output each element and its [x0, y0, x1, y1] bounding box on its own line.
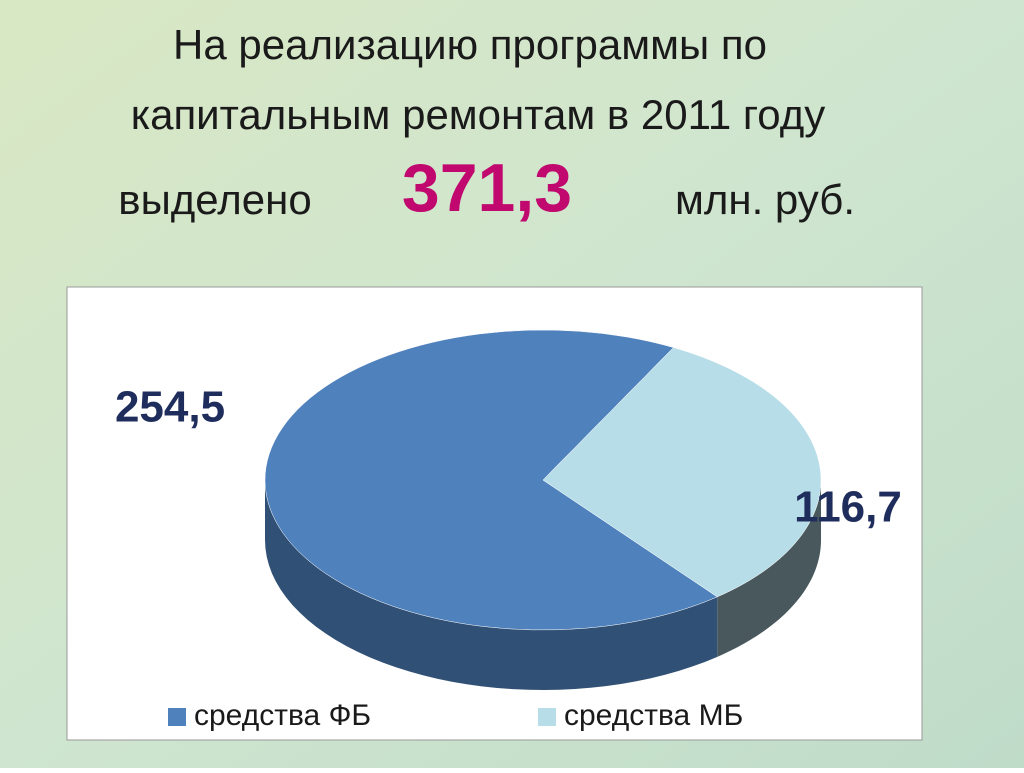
- slice-side: [265, 480, 718, 690]
- title-line: выделено: [118, 176, 311, 223]
- title-line: На реализацию программы по: [173, 21, 767, 68]
- legend-label: средства МБ: [564, 699, 743, 732]
- title-line: капитальным ремонтам в 2011 году: [131, 91, 825, 138]
- legend-swatch: [168, 708, 186, 726]
- data-label: 254,5: [115, 383, 225, 432]
- slice: [542, 347, 822, 598]
- legend-swatch: [538, 708, 556, 726]
- total-value: 371,3: [402, 150, 572, 226]
- legend-label: средства ФБ: [194, 699, 371, 732]
- data-label: 116,7: [794, 483, 902, 532]
- slice: [264, 329, 718, 631]
- slice-side: [717, 480, 821, 657]
- unit: млн. руб.: [675, 176, 855, 223]
